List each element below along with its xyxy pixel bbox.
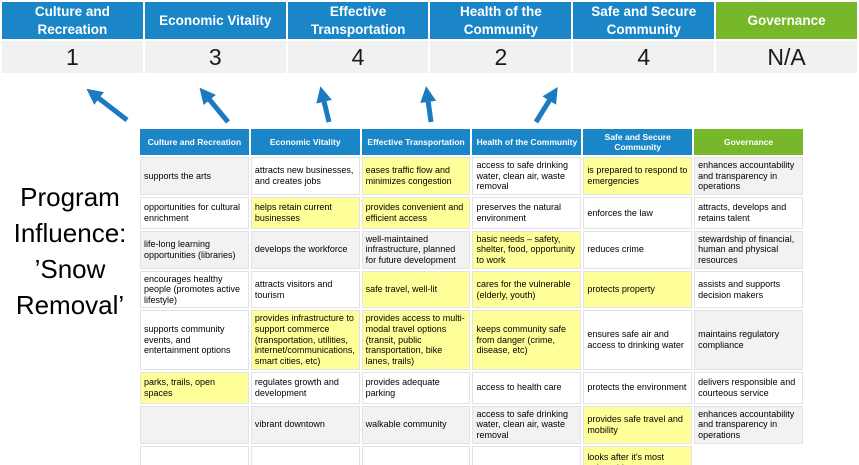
matrix-cell-empty (250, 445, 360, 465)
matrix-cell-walkable-community: walkable community (361, 405, 471, 444)
matrix-row: life-long learning opportunities (librar… (140, 230, 803, 269)
matrix-cell-access-to-safe-drinking-water-clean-air-: access to safe drinking water, clean air… (472, 405, 582, 444)
pillar-score-row: 1 3 4 2 4 N/A (2, 41, 857, 74)
matrix-cell-provides-access-to-multi-modal-travel-op: provides access to multi-modal travel op… (361, 310, 471, 370)
pillar-matrix-table: Culture and Recreation Economic Vitality E… (138, 127, 805, 465)
matrix-cell-is-prepared-to-respond-to-emergencies: is prepared to respond to emergencies (583, 157, 693, 195)
up-arrow-icon (533, 87, 558, 124)
matrix-cell-keeps-community-safe-from-danger-crime-d: keeps community safe from danger (crime,… (472, 310, 582, 370)
matrix-header-effective-transportation: Effective Transportation (361, 129, 471, 155)
matrix-cell-attracts-new-businesses-and-creates-jobs: attracts new businesses, and creates job… (250, 157, 360, 195)
matrix-row: supports community events, and entertain… (140, 310, 803, 370)
matrix-cell-empty (472, 445, 582, 465)
matrix-row: parks, trails, open spaces regulates grow… (140, 371, 803, 404)
matrix-header-culture-and-recreation: Culture and Recreation (140, 129, 249, 155)
matrix-cell-protects-property: protects property (583, 270, 693, 309)
matrix-cell-provides-adequate-parking: provides adequate parking (361, 371, 471, 404)
pillar-header-health-of-the-community: Health of the Community (430, 2, 572, 40)
up-arrow-icon (316, 86, 332, 123)
matrix-cell-encourages-healthy-people-promotes-activ: encourages healthy people (promotes acti… (140, 270, 249, 309)
matrix-cell-empty (361, 445, 471, 465)
up-arrow-icon (86, 88, 129, 122)
matrix-cell-supports-the-arts: supports the arts (140, 157, 249, 195)
matrix-cell-enhances-accountability-and-transparency: enhances accountability and transparency… (694, 405, 803, 444)
up-arrow-icon (420, 86, 437, 123)
matrix-row: vibrant downtown walkable community access… (140, 405, 803, 444)
matrix-cell-vibrant-downtown: vibrant downtown (250, 405, 360, 444)
matrix-cell-delivers-responsible-and-courteous-servi: delivers responsible and courteous servi… (694, 371, 803, 404)
matrix-cell-empty (694, 446, 803, 465)
pillar-score-effective-transportation: 4 (287, 41, 429, 74)
matrix-cell-stewardship-of-financial-human-and-physi: stewardship of financial, human and phys… (694, 230, 803, 269)
matrix-header-economic-vitality: Economic Vitality (250, 129, 360, 155)
matrix-header-governance: Governance (694, 129, 803, 155)
matrix-row: supports the arts attracts new businesses… (140, 157, 803, 195)
matrix-cell-protects-the-environment: protects the environment (583, 371, 693, 404)
matrix-cell-attracts-develops-and-retains-talent: attracts, develops and retains talent (694, 196, 803, 229)
matrix-cell-provides-convenient-and-efficient-access: provides convenient and efficient access (361, 196, 471, 229)
matrix-cell-maintains-regulatory-compliance: maintains regulatory compliance (694, 310, 803, 370)
pillar-header-culture-and-recreation: Culture and Recreation (2, 2, 143, 40)
matrix-cell-provides-safe-travel-and-mobility: provides safe travel and mobility (583, 405, 693, 444)
matrix-row: looks after it's most vulnerable (140, 445, 803, 465)
matrix-cell-life-long-learning-opportunities-librari: life-long learning opportunities (librar… (140, 230, 249, 269)
matrix-cell-develops-the-workforce: develops the workforce (250, 230, 360, 269)
matrix-cell-opportunities-for-cultural-enrichment: opportunities for cultural enrichment (140, 196, 249, 229)
matrix-row: opportunities for cultural enrichment hel… (140, 196, 803, 229)
pillar-header-safe-and-secure-community: Safe and Secure Community (573, 2, 715, 40)
matrix-cell-ensures-safe-air-and-access-to-drinking-: ensures safe air and access to drinking … (583, 310, 693, 370)
program-influence-title: Program Influence: ’Snow Removal’ (13, 182, 127, 320)
matrix-cell-safe-travel-well-lit: safe travel, well-lit (361, 270, 471, 309)
matrix-cell-helps-retain-current-businesses: helps retain current businesses (250, 196, 360, 229)
matrix-cell-well-maintained-infrastructure-planned-f: well-maintained infrastructure, planned … (361, 230, 471, 269)
pillar-header-governance: Governance (716, 2, 857, 40)
matrix-header-health-of-the-community: Health of the Community (472, 129, 582, 155)
matrix-header-safe-and-secure-community: Safe and Secure Community (583, 129, 693, 155)
pillar-header-economic-vitality: Economic Vitality (144, 2, 286, 40)
matrix-cell-empty (140, 405, 249, 444)
pillar-score-governance: N/A (716, 41, 857, 74)
matrix-cell-empty (140, 445, 249, 465)
matrix-cell-cares-for-the-vulnerable-elderly-youth: cares for the vulnerable (elderly, youth… (472, 270, 582, 309)
up-arrow-icon (199, 87, 230, 124)
matrix-cell-access-to-health-care: access to health care (472, 371, 582, 404)
matrix-cell-eases-traffic-flow-and-minimizes-congest: eases traffic flow and minimizes congest… (361, 157, 471, 195)
matrix-header-row: Culture and Recreation Economic Vitality E… (140, 129, 803, 155)
pillar-header-effective-transportation: Effective Transportation (287, 2, 429, 40)
matrix-cell-basic-needs-safety-shelter-food-opportun: basic needs – safety, shelter, food, opp… (472, 230, 582, 269)
matrix-cell-reduces-crime: reduces crime (583, 230, 693, 269)
pillar-header-row: Culture and Recreation Economic Vitality E… (2, 2, 857, 40)
matrix-cell-regulates-growth-and-development: regulates growth and development (250, 371, 360, 404)
matrix-cell-assists-and-supports-decision-makers: assists and supports decision makers (694, 270, 803, 309)
matrix-cell-access-to-safe-drinking-water-clean-air-: access to safe drinking water, clean air… (472, 157, 582, 195)
pillar-score-safe-and-secure-community: 4 (573, 41, 715, 74)
pillar-score-culture-and-recreation: 1 (2, 41, 143, 74)
matrix-cell-provides-infrastructure-to-support-comme: provides infrastructure to support comme… (250, 310, 360, 370)
matrix-cell-enforces-the-law: enforces the law (583, 196, 693, 229)
matrix-cell-attracts-visitors-and-tourism: attracts visitors and tourism (250, 270, 360, 309)
pillar-score-economic-vitality: 3 (144, 41, 286, 74)
matrix-cell-looks-after-it-s-most-vulnerable: looks after it's most vulnerable (583, 445, 693, 465)
matrix-cell-supports-community-events-and-entertainm: supports community events, and entertain… (140, 310, 249, 370)
arrows-overlay (86, 86, 558, 124)
pillar-score-health-of-the-community: 2 (430, 41, 572, 74)
pillar-score-table: Culture and Recreation Economic Vitality E… (0, 0, 859, 75)
matrix-cell-enhances-accountability-and-transparency: enhances accountability and transparency… (694, 157, 803, 195)
matrix-row: encourages healthy people (promotes acti… (140, 270, 803, 309)
matrix-cell-parks-trails-open-spaces: parks, trails, open spaces (140, 371, 249, 404)
matrix-cell-preserves-the-natural-environment: preserves the natural environment (472, 196, 582, 229)
